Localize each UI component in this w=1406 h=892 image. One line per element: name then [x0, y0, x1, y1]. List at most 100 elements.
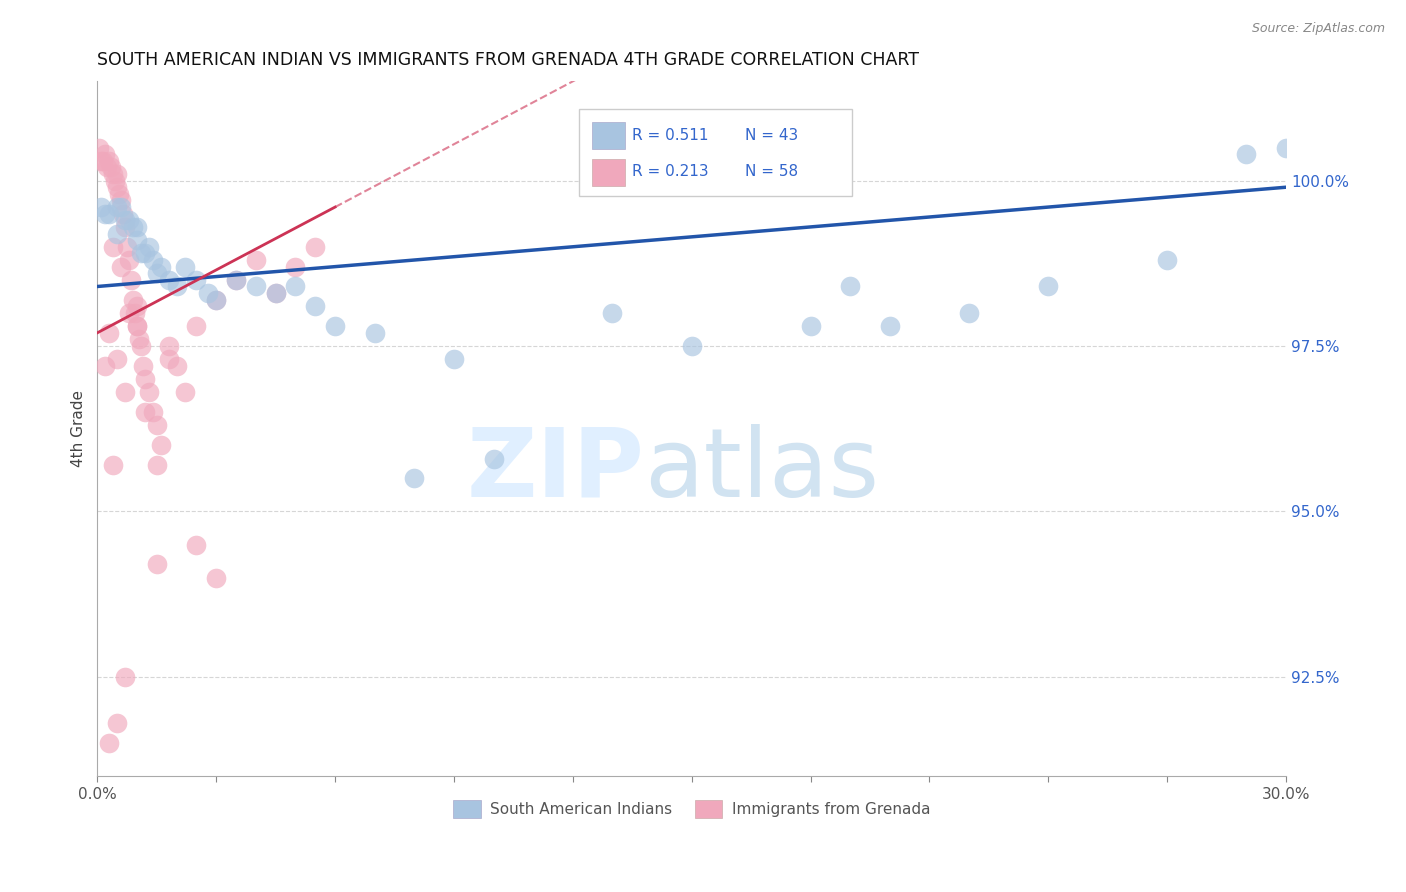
Point [264, 286, 287, 301]
Point [1234, 147, 1257, 161]
Point [125, 319, 148, 334]
Point [363, 326, 385, 340]
Point [1156, 252, 1178, 267]
Point [98, 153, 121, 168]
Point [146, 266, 169, 280]
Point [681, 339, 703, 353]
Point [125, 233, 148, 247]
Point [125, 319, 148, 334]
Text: N = 43: N = 43 [745, 128, 799, 143]
Point [142, 252, 165, 267]
Point [839, 279, 862, 293]
Point [138, 385, 160, 400]
Text: atlas: atlas [644, 424, 879, 517]
Text: SOUTH AMERICAN INDIAN VS IMMIGRANTS FROM GRENADA 4TH GRADE CORRELATION CHART: SOUTH AMERICAN INDIAN VS IMMIGRANTS FROM… [97, 51, 920, 69]
Point [225, 273, 247, 287]
Point [157, 352, 180, 367]
Point [104, 173, 127, 187]
Point [120, 273, 142, 287]
Point [91, 153, 114, 168]
Point [94, 147, 117, 161]
Point [108, 186, 131, 201]
Point [157, 273, 180, 287]
Point [157, 339, 180, 353]
Point [122, 293, 145, 307]
Point [134, 246, 156, 260]
Point [146, 418, 169, 433]
Point [142, 405, 165, 419]
Point [173, 385, 195, 400]
Point [323, 319, 346, 334]
Point [245, 279, 267, 293]
Point [105, 352, 128, 367]
Point [1275, 140, 1298, 154]
Point [125, 219, 148, 234]
Point [105, 200, 128, 214]
Point [114, 213, 136, 227]
Point [957, 306, 980, 320]
Point [138, 240, 160, 254]
Point [103, 240, 125, 254]
Point [118, 213, 141, 227]
Point [105, 716, 128, 731]
Point [129, 339, 152, 353]
Point [103, 458, 125, 472]
Point [118, 306, 141, 320]
Point [132, 359, 155, 373]
Text: R = 0.213: R = 0.213 [633, 164, 709, 179]
Point [110, 194, 132, 208]
Point [146, 558, 169, 572]
Point [404, 471, 426, 485]
Point [879, 319, 901, 334]
Point [799, 319, 821, 334]
Point [112, 207, 135, 221]
Point [134, 405, 156, 419]
FancyBboxPatch shape [579, 109, 852, 196]
Point [186, 273, 208, 287]
Point [98, 736, 121, 750]
Point [115, 240, 138, 254]
Point [134, 372, 156, 386]
Y-axis label: 4th Grade: 4th Grade [72, 391, 86, 467]
Text: R = 0.511: R = 0.511 [633, 128, 709, 143]
Point [90, 153, 112, 168]
Point [110, 200, 132, 214]
Point [284, 279, 307, 293]
Point [205, 293, 228, 307]
Point [166, 359, 188, 373]
Point [284, 260, 307, 274]
Point [100, 161, 122, 175]
Point [114, 219, 136, 234]
Point [90, 200, 112, 214]
Point [264, 286, 287, 301]
Bar [592, 159, 626, 186]
Point [94, 207, 117, 221]
Point [149, 438, 172, 452]
Text: Source: ZipAtlas.com: Source: ZipAtlas.com [1251, 22, 1385, 36]
Point [98, 326, 121, 340]
Point [173, 260, 195, 274]
Point [124, 306, 146, 320]
Point [103, 167, 125, 181]
Point [186, 319, 208, 334]
Point [118, 252, 141, 267]
Point [89, 140, 111, 154]
Point [482, 451, 505, 466]
Point [1038, 279, 1060, 293]
Point [304, 299, 326, 313]
Point [129, 246, 152, 260]
Point [245, 252, 267, 267]
Point [146, 458, 169, 472]
Point [94, 359, 117, 373]
Point [110, 260, 132, 274]
Bar [592, 122, 626, 149]
Point [122, 219, 145, 234]
Point [105, 167, 128, 181]
Text: ZIP: ZIP [467, 424, 644, 517]
Point [166, 279, 188, 293]
Point [304, 240, 326, 254]
Point [128, 333, 150, 347]
Point [205, 293, 228, 307]
Point [96, 161, 118, 175]
Point [225, 273, 247, 287]
